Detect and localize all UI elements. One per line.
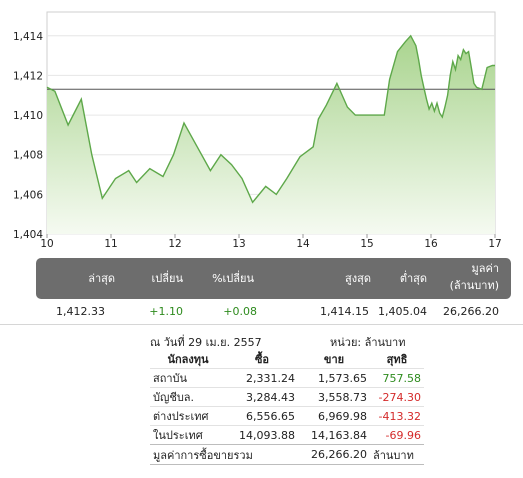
table-row: ในประเทศ 14,093.88 14,163.84 -69.96 bbox=[150, 425, 424, 445]
y-tick-label: 1,414 bbox=[13, 31, 43, 43]
header-value: มูลค่า bbox=[471, 262, 499, 275]
investor-sell: 14,163.84 bbox=[298, 425, 370, 445]
y-axis-ticks: 1,414 1,412 1,410 1,408 1,406 1,404 bbox=[13, 31, 43, 241]
total-unit: ล้านบาท bbox=[370, 444, 424, 465]
y-tick-label: 1,412 bbox=[13, 70, 43, 82]
table-row: สถาบัน 2,331.24 1,573.65 757.58 bbox=[150, 368, 424, 388]
value-low: 1,405.04 bbox=[378, 305, 427, 318]
x-tick-label: 16 bbox=[424, 238, 438, 250]
table-total-row: มูลค่าการซื้อขายรวม 26,266.20 ล้านบาท bbox=[150, 444, 424, 465]
value-high: 1,414.15 bbox=[320, 305, 369, 318]
x-tick-label: 14 bbox=[296, 238, 310, 250]
series-line bbox=[46, 34, 495, 204]
investor-net: -69.96 bbox=[370, 425, 424, 445]
x-tick-label: 13 bbox=[232, 238, 245, 250]
investor-sell: 3,558.73 bbox=[298, 387, 370, 407]
investor-buy: 2,331.24 bbox=[226, 368, 298, 388]
table-row: บัญชีบล. 3,284.43 3,558.73 -274.30 bbox=[150, 387, 424, 407]
y-tick-label: 1,406 bbox=[13, 189, 43, 201]
header-high: สูงสุด bbox=[345, 272, 371, 285]
x-tick-label: 15 bbox=[360, 238, 373, 250]
y-tick-label: 1,408 bbox=[13, 150, 43, 162]
x-tick-label: 12 bbox=[168, 238, 181, 250]
header-change: เปลี่ยน bbox=[151, 272, 183, 285]
total-value: 26,266.20 bbox=[298, 444, 370, 465]
investor-buy: 6,556.65 bbox=[226, 406, 298, 426]
x-tick-label: 10 bbox=[40, 238, 53, 250]
col-investor: นักลงทุน bbox=[167, 353, 209, 366]
value-change: +1.10 bbox=[149, 305, 183, 318]
investor-table: นักลงทุน ซื้อ ขาย สุทธิ สถาบัน 2,331.24 … bbox=[150, 350, 424, 465]
col-buy: ซื้อ bbox=[254, 353, 270, 366]
y-tick-label: 1,410 bbox=[13, 110, 43, 122]
stats-header: ล่าสุด เปลี่ยน %เปลี่ยน สูงสุด ต่ำสุด มู… bbox=[36, 258, 511, 299]
x-tick-label: 11 bbox=[104, 238, 117, 250]
investor-buy: 3,284.43 bbox=[226, 387, 298, 407]
investor-net: -274.30 bbox=[370, 387, 424, 407]
investor-buy: 14,093.88 bbox=[226, 425, 298, 445]
header-percent-change: %เปลี่ยน bbox=[212, 272, 254, 285]
value-percent-change: +0.08 bbox=[223, 305, 257, 318]
investor-name: บัญชีบล. bbox=[150, 387, 226, 407]
divider bbox=[0, 324, 523, 325]
investor-name: ในประเทศ bbox=[150, 425, 226, 445]
investor-name: สถาบัน bbox=[150, 368, 226, 388]
total-label: มูลค่าการซื้อขายรวม bbox=[150, 444, 298, 465]
investor-sell: 6,969.98 bbox=[298, 406, 370, 426]
header-low: ต่ำสุด bbox=[399, 272, 427, 285]
header-value-unit: (ล้านบาท) bbox=[449, 279, 499, 292]
header-last: ล่าสุด bbox=[88, 272, 115, 285]
x-tick-label: 17 bbox=[488, 238, 501, 250]
value-last: 1,412.33 bbox=[56, 305, 105, 318]
col-net: สุทธิ bbox=[386, 353, 408, 366]
col-sell: ขาย bbox=[323, 353, 345, 366]
investor-net: 757.58 bbox=[370, 368, 424, 388]
investor-sell: 1,573.65 bbox=[298, 368, 370, 388]
investor-name: ต่างประเทศ bbox=[150, 406, 226, 426]
investor-table-header: นักลงทุน ซื้อ ขาย สุทธิ bbox=[150, 350, 424, 369]
table-row: ต่างประเทศ 6,556.65 6,969.98 -413.32 bbox=[150, 406, 424, 426]
series-area bbox=[47, 35, 495, 234]
x-axis-ticks: 10 11 12 13 14 15 16 17 bbox=[40, 234, 502, 250]
y-tick-label: 1,404 bbox=[13, 229, 43, 241]
investor-net: -413.32 bbox=[370, 406, 424, 426]
value-trade-value: 26,266.20 bbox=[443, 305, 499, 318]
investor-date: ณ วันที่ 29 เม.ย. 2557 bbox=[150, 336, 262, 349]
investor-unit: หน่วย: ล้านบาท bbox=[330, 336, 406, 349]
